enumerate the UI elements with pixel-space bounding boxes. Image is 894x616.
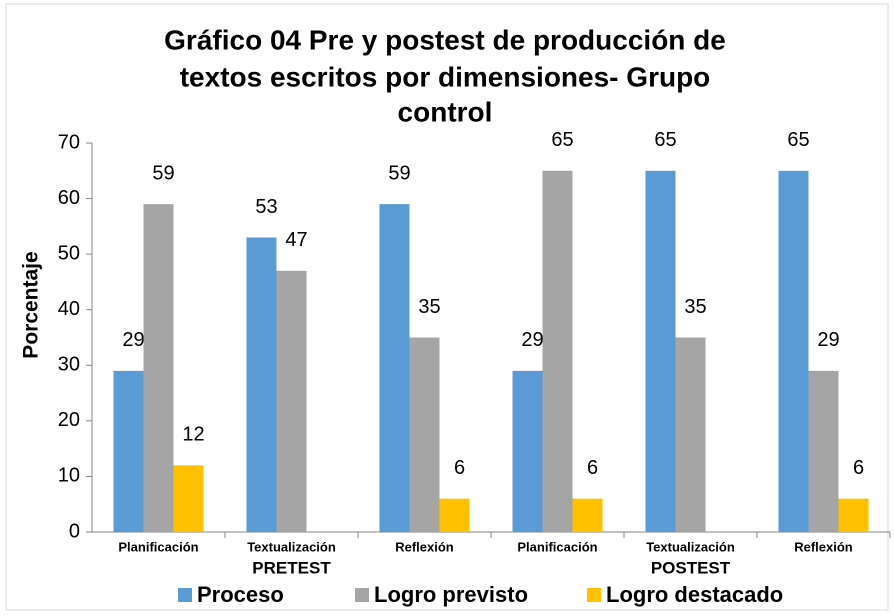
data-label: 35 [418,296,440,318]
y-tick-label: 70 [58,131,80,153]
legend-swatch [587,588,601,602]
bar [439,498,470,532]
chart-title: textos escritos por dimensiones- Grupo [180,61,711,92]
bar [838,498,869,532]
y-tick-label: 10 [58,465,80,487]
bar [143,204,174,532]
bar [572,498,603,532]
bar [512,370,543,532]
bar [409,337,440,532]
data-label: 29 [521,329,543,351]
bar [645,170,676,533]
data-label: 6 [454,457,465,479]
data-label: 65 [787,129,809,151]
data-label: 29 [122,329,144,351]
chart-title: control [398,96,493,127]
data-label: 47 [285,229,307,251]
data-label: 53 [255,196,277,218]
bar [173,465,204,532]
bar [246,237,277,532]
group-label: PRETEST [252,558,331,577]
data-label: 65 [551,129,573,151]
legend-swatch [355,588,369,602]
bar [113,370,144,532]
legend-label: Proceso [197,582,284,607]
y-tick-label: 50 [58,242,80,264]
chart-title: Gráfico 04 Pre y postest de producción d… [164,24,726,55]
group-label: POSTEST [651,558,731,577]
y-tick-label: 60 [58,187,80,209]
data-label: 65 [654,129,676,151]
x-tick-label: Reflexión [794,539,853,554]
data-label: 6 [853,457,864,479]
x-tick-label: Planificación [517,539,597,554]
y-axis-label: Porcentaje [20,251,43,358]
data-label: 59 [152,162,174,184]
legend-label: Logro destacado [606,582,783,607]
bar [276,270,307,532]
bar [379,204,410,532]
x-tick-label: Reflexión [395,539,454,554]
legend-label: Logro previsto [374,582,528,607]
y-tick-label: 30 [58,354,80,376]
y-tick-label: 20 [58,409,80,431]
x-tick-label: Planificación [118,539,198,554]
data-label: 29 [817,329,839,351]
x-tick-label: Textualización [646,539,735,554]
bar [778,170,809,533]
data-label: 35 [684,296,706,318]
y-tick-label: 40 [58,298,80,320]
x-tick-label: Textualización [247,539,336,554]
bar [542,170,573,533]
bar [808,370,839,532]
data-label: 6 [587,457,598,479]
legend-swatch [178,588,192,602]
data-label: 59 [388,162,410,184]
bar [675,337,706,532]
data-label: 12 [182,424,204,446]
y-tick-label: 0 [69,520,80,542]
